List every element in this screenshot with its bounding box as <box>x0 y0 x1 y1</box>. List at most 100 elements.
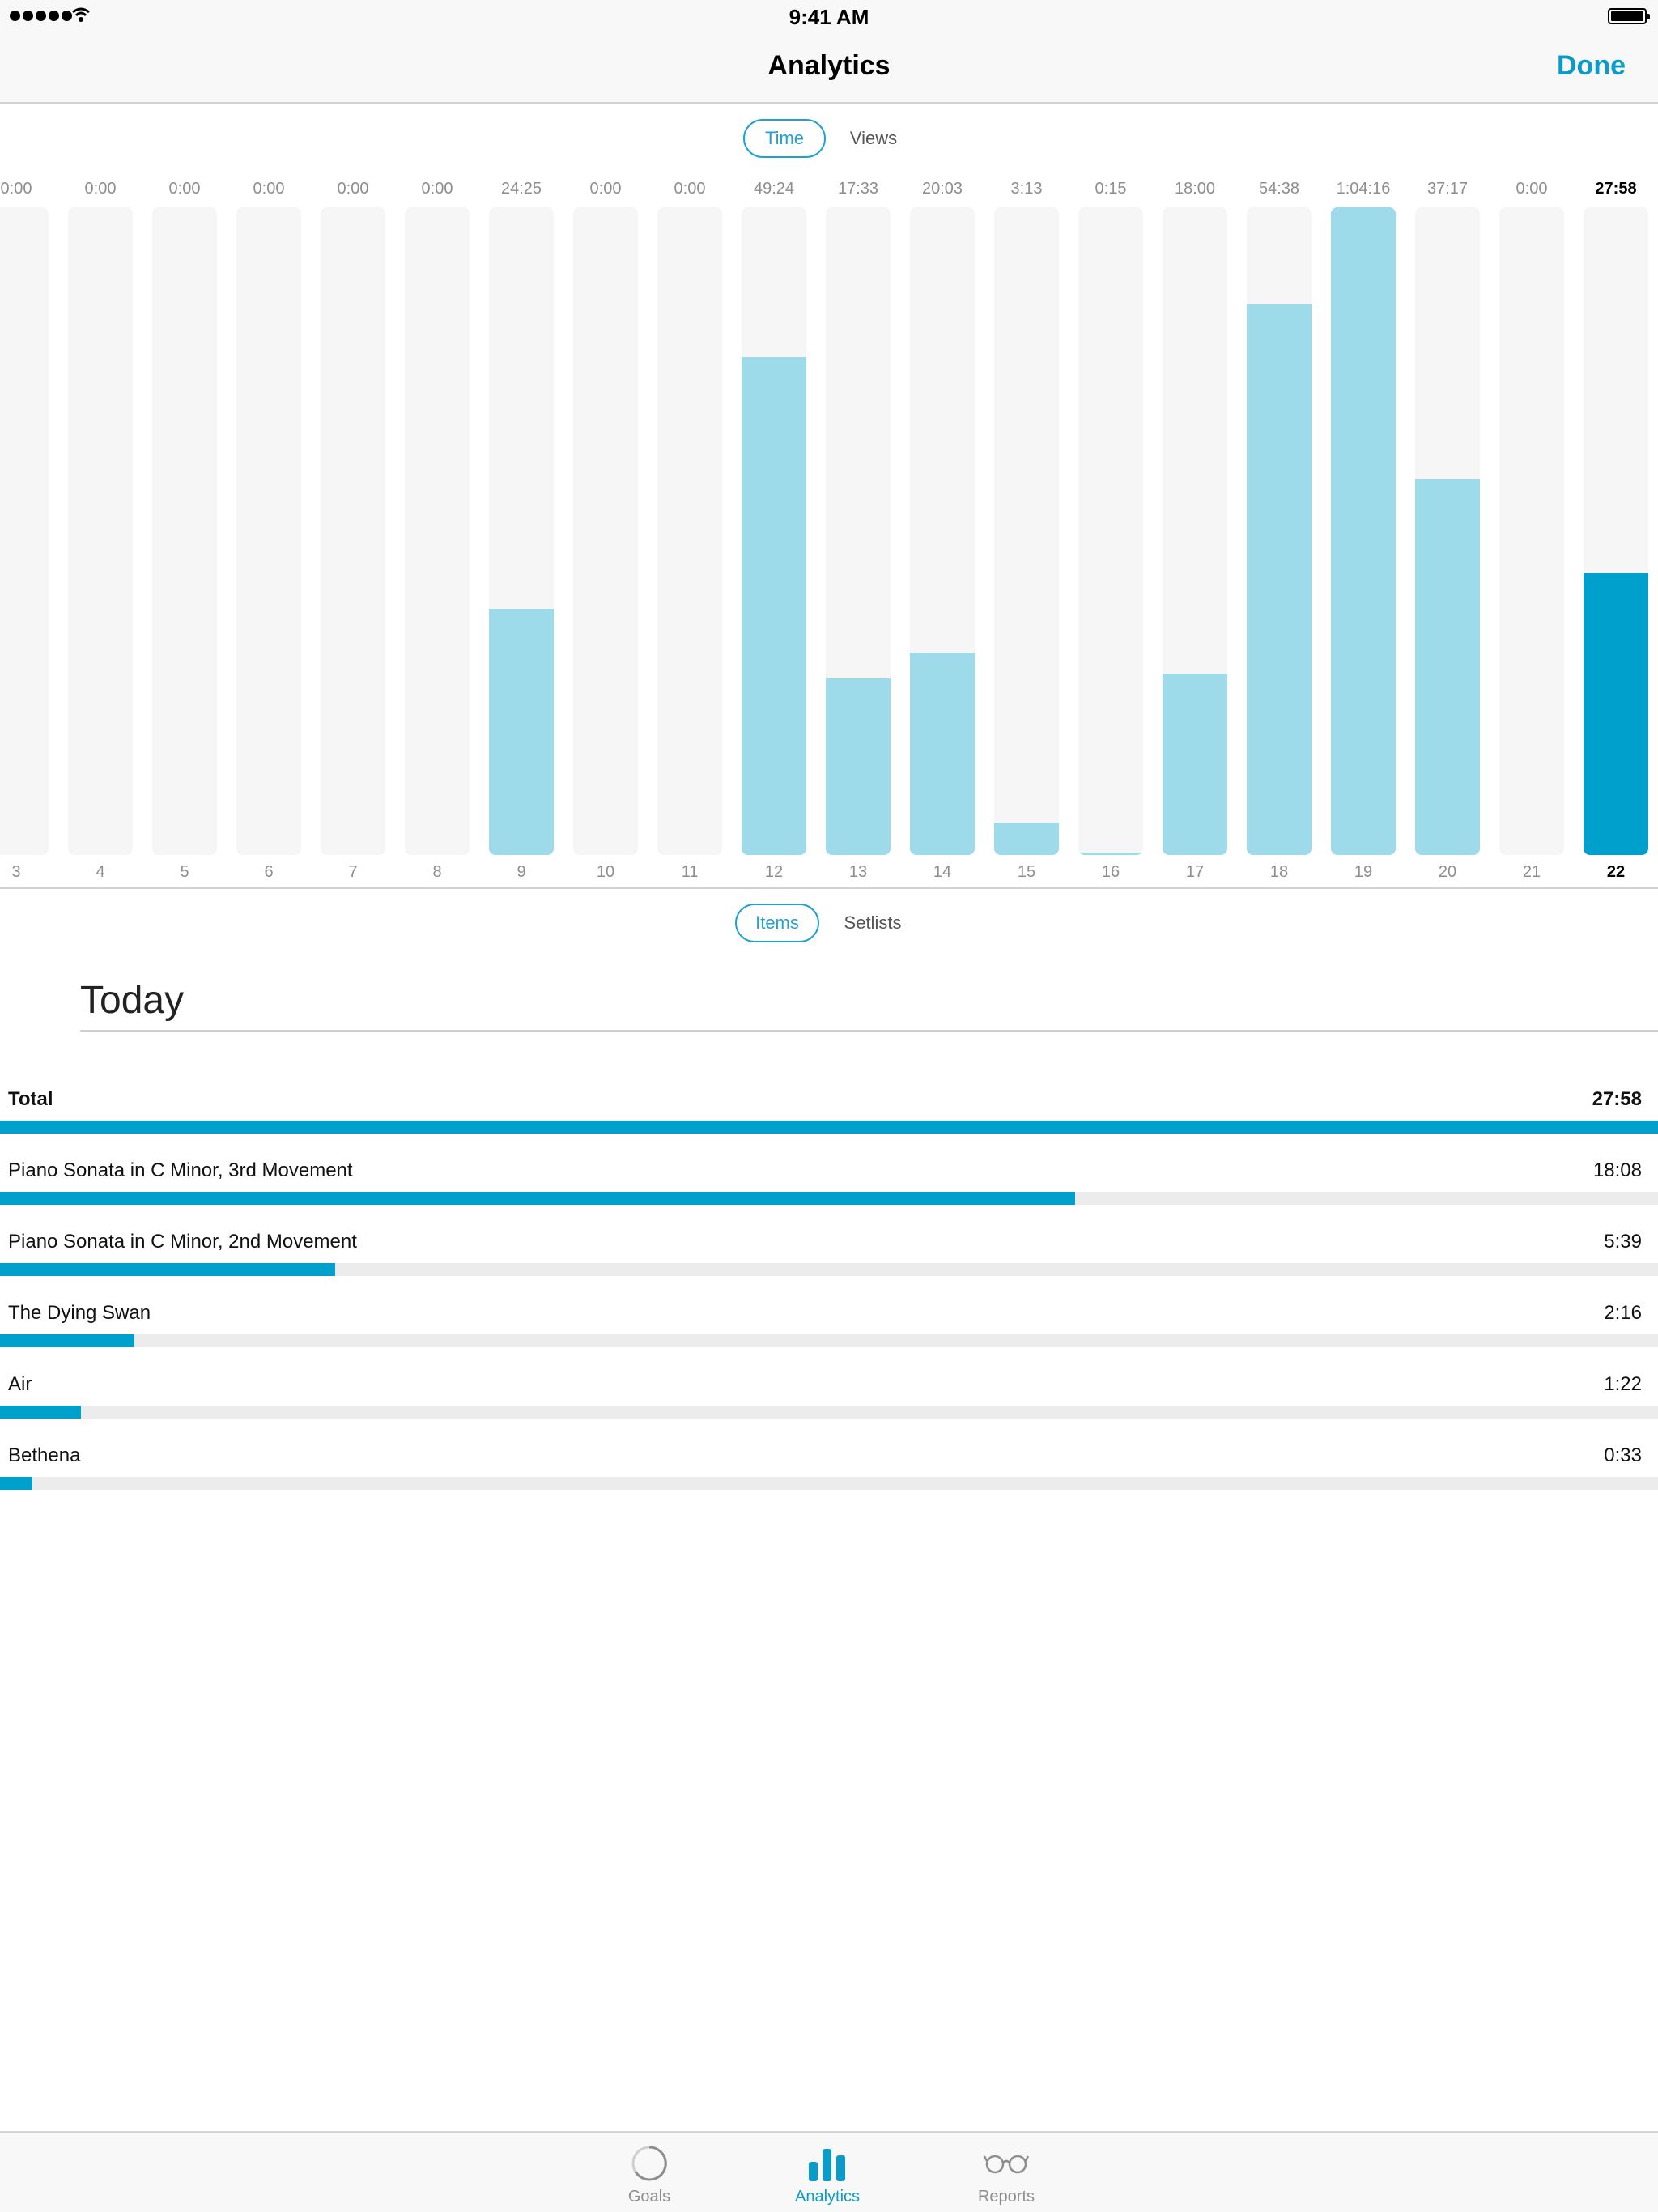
item-row[interactable]: Piano Sonata in C Minor, 3rd Movement 18:… <box>0 1158 1658 1229</box>
bar-value-label: 18:00 <box>1174 180 1216 198</box>
chart-bar-13[interactable] <box>826 207 891 855</box>
battery-icon <box>1608 8 1650 24</box>
bar-day-label: 16 <box>1101 863 1120 881</box>
chart-bar-11[interactable] <box>657 207 722 855</box>
bar-day-label: 13 <box>848 863 868 881</box>
chart-bar-9[interactable] <box>489 207 554 855</box>
bar-day-label: 3 <box>11 863 21 881</box>
page-title: Analytics <box>767 50 891 81</box>
chart-bar-fill <box>826 678 891 855</box>
item-name: Piano Sonata in C Minor, 3rd Movement <box>8 1159 353 1181</box>
chart-bar-20[interactable] <box>1415 207 1480 855</box>
bar-value-label: 0:00 <box>1516 180 1548 198</box>
item-row[interactable]: Bethena 0:33 <box>0 1443 1658 1514</box>
progress-track <box>0 1263 1658 1276</box>
bar-value-label: 54:38 <box>1258 180 1300 198</box>
tab-analytics[interactable]: Analytics <box>767 2133 888 2212</box>
status-bar: 9:41 AM <box>0 0 1658 32</box>
tab-goals-label: Goals <box>627 2188 671 2206</box>
bar-day-label: 22 <box>1606 863 1626 881</box>
chart-bar-15[interactable] <box>994 207 1059 855</box>
progress-fill <box>0 1192 1075 1205</box>
item-name: The Dying Swan <box>8 1302 151 1324</box>
bar-value-label: 0:00 <box>168 180 201 198</box>
bar-day-label: 21 <box>1522 863 1541 881</box>
done-button[interactable]: Done <box>1557 50 1626 81</box>
chart-bar-7[interactable] <box>321 207 385 855</box>
tab-reports[interactable]: Reports <box>946 2133 1067 2212</box>
chart-bar-14[interactable] <box>910 207 975 855</box>
item-name: Air <box>8 1373 32 1395</box>
bar-day-label: 19 <box>1354 863 1373 881</box>
bar-day-label: 5 <box>180 863 189 881</box>
item-row[interactable]: Air 1:22 <box>0 1372 1658 1443</box>
bar-chart-icon <box>807 2141 848 2186</box>
chart-bar-6[interactable] <box>236 207 301 855</box>
views-toggle-button[interactable]: Views <box>849 128 898 148</box>
setlists-toggle-button[interactable]: Setlists <box>844 912 902 933</box>
progress-track <box>0 1334 1658 1347</box>
chart-bar-19[interactable] <box>1331 207 1396 855</box>
tab-analytics-label: Analytics <box>794 2188 861 2206</box>
bar-day-label: 8 <box>432 863 442 881</box>
bar-day-label: 17 <box>1185 863 1205 881</box>
item-duration: 2:16 <box>1604 1302 1642 1324</box>
bar-day-label: 6 <box>264 863 274 881</box>
chart-bar-22[interactable] <box>1584 207 1648 855</box>
time-toggle-button[interactable]: Time <box>743 119 826 158</box>
chart-bar-16[interactable] <box>1078 207 1143 855</box>
bar-value-label: 17:33 <box>837 180 879 198</box>
bar-value-label: 49:24 <box>753 180 795 198</box>
tab-reports-label: Reports <box>977 2188 1035 2206</box>
chart-bar-12[interactable] <box>742 207 806 855</box>
progress-fill <box>0 1406 82 1419</box>
chart-bar-4[interactable] <box>68 207 133 855</box>
item-row[interactable]: The Dying Swan 2:16 <box>0 1300 1658 1372</box>
divider <box>0 887 1658 889</box>
bar-value-label: 3:13 <box>1010 180 1043 198</box>
bar-day-label: 9 <box>517 863 526 881</box>
bar-value-label: 0:00 <box>253 180 285 198</box>
chart-bar-17[interactable] <box>1163 207 1227 855</box>
chart-bar-10[interactable] <box>573 207 638 855</box>
bar-day-label: 18 <box>1269 863 1289 881</box>
progress-track <box>0 1192 1658 1205</box>
bar-day-label: 4 <box>96 863 105 881</box>
item-row[interactable]: Piano Sonata in C Minor, 2nd Movement 5:3… <box>0 1229 1658 1300</box>
metric-toggle: Time Views <box>743 119 918 158</box>
bar-day-label: 11 <box>681 863 699 881</box>
item-name: Piano Sonata in C Minor, 2nd Movement <box>8 1231 357 1253</box>
items-toggle-button[interactable]: Items <box>735 904 819 942</box>
bar-value-label: 27:58 <box>1595 180 1637 198</box>
chart-bar-8[interactable] <box>405 207 470 855</box>
chart-bar-fill <box>994 823 1059 855</box>
bar-value-label: 37:17 <box>1426 180 1469 198</box>
signal-strength-icon <box>10 11 72 21</box>
chart-bar-fill <box>1163 674 1227 855</box>
bar-day-label: 12 <box>764 863 784 881</box>
chart-bar-fill <box>1415 479 1480 855</box>
progress-ring-icon <box>628 2141 670 2186</box>
chart-bar-3[interactable] <box>0 207 49 855</box>
tab-goals[interactable]: Goals <box>589 2133 710 2212</box>
chart-bar-5[interactable] <box>152 207 217 855</box>
bar-day-label: 14 <box>933 863 952 881</box>
section-divider <box>80 1030 1658 1032</box>
chart-bar-18[interactable] <box>1247 207 1312 855</box>
bar-day-label: 20 <box>1438 863 1457 881</box>
item-name: Bethena <box>8 1444 81 1466</box>
section-title: Today <box>80 979 185 1022</box>
chart-bar-fill <box>1584 573 1648 855</box>
bar-value-label: 0:15 <box>1095 180 1127 198</box>
tab-bar: Goals Analytics Reports <box>0 2131 1658 2212</box>
bar-day-label: 15 <box>1017 863 1036 881</box>
bar-value-label: 20:03 <box>921 180 963 198</box>
bar-value-label: 0:00 <box>0 180 32 198</box>
bar-value-label: 0:00 <box>84 180 117 198</box>
chart-bar-fill <box>1247 304 1312 855</box>
chart-bar-fill <box>489 609 554 855</box>
chart-bar-21[interactable] <box>1499 207 1564 855</box>
bar-value-label: 0:00 <box>337 180 369 198</box>
progress-fill <box>0 1477 33 1490</box>
chart-bar-fill <box>742 357 806 855</box>
